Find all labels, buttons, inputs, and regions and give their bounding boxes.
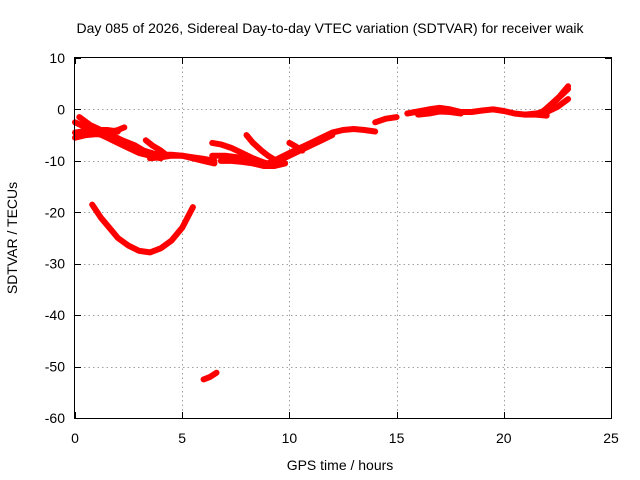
y-tick-label: -40 — [45, 307, 65, 323]
y-axis-label: SDTVAR / TECUs — [4, 182, 20, 294]
series-arc-9 — [147, 152, 218, 167]
plot-frame — [74, 57, 612, 419]
y-tick-label: -50 — [45, 359, 65, 375]
chart-title: Day 085 of 2026, Sidereal Day-to-day VTE… — [76, 20, 584, 36]
grid — [75, 58, 611, 418]
y-tick-label: -60 — [45, 410, 65, 426]
series-arc-15 — [275, 132, 336, 164]
series-arc-13 — [243, 132, 280, 164]
y-tick-label: -30 — [45, 256, 65, 272]
series-arc-25 — [200, 369, 220, 383]
y-tick-label: -20 — [45, 204, 65, 220]
x-tick-label: 20 — [496, 430, 512, 446]
x-tick-label: 5 — [178, 430, 186, 446]
y-tick-label: 10 — [49, 50, 65, 66]
x-tick-label: 15 — [389, 430, 405, 446]
x-tick-label: 0 — [71, 430, 79, 446]
x-tick-label: 25 — [603, 430, 619, 446]
x-axis-label: GPS time / hours — [287, 457, 394, 473]
y-tick-label: 0 — [57, 101, 65, 117]
series-arc-23 — [539, 83, 572, 115]
series-arc-17 — [372, 114, 400, 126]
x-tick-label: 10 — [282, 430, 298, 446]
data-series — [72, 83, 572, 383]
series-arc-12 — [217, 157, 289, 169]
y-tick-label: -10 — [45, 153, 65, 169]
series-arc-16 — [286, 139, 306, 154]
series-arc-24 — [89, 201, 196, 256]
series-arc-19 — [415, 108, 464, 118]
axis-ticks: 0 5 10 15 20 25 -60 -50 -40 -30 -20 -10 0 10 — [45, 50, 619, 446]
